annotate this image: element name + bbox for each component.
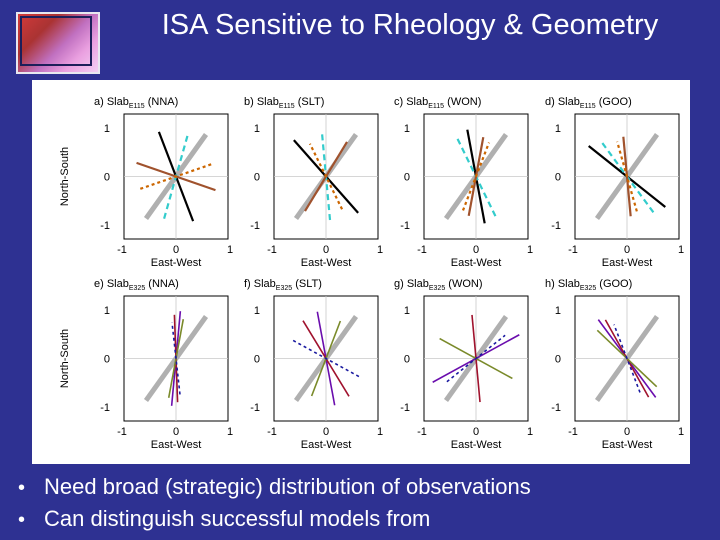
- panel-title: g) SlabE325 (WON): [394, 278, 482, 292]
- stress-axis-line: [308, 143, 344, 210]
- x-tick-label: -1: [568, 426, 578, 438]
- x-axis-label: East-West: [301, 257, 352, 269]
- y-tick-label: 0: [404, 354, 410, 366]
- x-tick-label: 1: [377, 244, 383, 256]
- panel-title: h) SlabE325 (GOO): [545, 278, 632, 292]
- x-axis-label: East-West: [602, 439, 653, 451]
- bullet-dot-icon: •: [18, 509, 26, 531]
- x-tick-label: -1: [267, 426, 277, 438]
- x-tick-label: 1: [527, 426, 533, 438]
- x-tick-label: 1: [227, 244, 233, 256]
- x-tick-label: -1: [568, 244, 578, 256]
- y-tick-label: 0: [254, 172, 260, 184]
- x-axis-label: East-West: [602, 257, 653, 269]
- stress-axis-line: [292, 339, 360, 378]
- stress-axis-line: [461, 142, 491, 211]
- y-tick-label: 0: [555, 172, 561, 184]
- x-tick-label: -1: [417, 426, 427, 438]
- x-tick-label: 0: [473, 426, 479, 438]
- y-tick-label: 1: [254, 123, 260, 135]
- y-tick-label: -1: [250, 402, 260, 414]
- panel-title: b) SlabE115 (SLT): [244, 96, 324, 110]
- x-tick-label: 1: [678, 244, 684, 256]
- bullet-item: • Can distinguish successful models from: [18, 506, 718, 538]
- x-tick-label: -1: [117, 426, 127, 438]
- stress-axis-line: [139, 163, 213, 190]
- y-tick-label: 0: [254, 354, 260, 366]
- panel-title: e) SlabE325 (NNA): [94, 278, 179, 292]
- y-axis-label: North-South: [59, 329, 71, 388]
- slab-model-thumbnail-image: [16, 12, 100, 74]
- y-tick-label: 0: [555, 354, 561, 366]
- x-axis-label: East-West: [451, 257, 502, 269]
- y-tick-label: 1: [104, 305, 110, 317]
- x-axis-label: East-West: [151, 257, 202, 269]
- stress-axis-line: [613, 324, 641, 393]
- x-axis-label: East-West: [151, 439, 202, 451]
- stress-axis-line: [616, 141, 638, 212]
- isa-figure: a) SlabE115 (NNA) 1 0 -1 -1 0 1 East-West North-…: [32, 80, 690, 464]
- y-tick-label: 0: [104, 354, 110, 366]
- y-tick-label: 1: [555, 123, 561, 135]
- x-tick-label: 0: [173, 426, 179, 438]
- y-tick-label: 1: [254, 305, 260, 317]
- panel-title: c) SlabE115 (WON): [394, 96, 481, 110]
- x-tick-label: 1: [377, 426, 383, 438]
- bullet-dot-icon: •: [18, 477, 26, 499]
- y-tick-label: -1: [551, 220, 561, 232]
- x-tick-label: 0: [173, 244, 179, 256]
- y-tick-label: 1: [104, 123, 110, 135]
- y-axis-label: North-South: [59, 147, 71, 206]
- bullet-item: • Need broad (strategic) distribution of…: [18, 474, 718, 506]
- x-tick-label: 0: [473, 244, 479, 256]
- panel-title: a) SlabE115 (NNA): [94, 96, 178, 110]
- x-tick-label: 0: [323, 426, 329, 438]
- x-tick-label: 0: [323, 244, 329, 256]
- y-tick-label: 0: [104, 172, 110, 184]
- x-tick-label: 0: [624, 244, 630, 256]
- x-axis-label: East-West: [301, 439, 352, 451]
- y-tick-label: 1: [404, 305, 410, 317]
- bullet-text: Can distinguish successful models from: [44, 506, 431, 531]
- bullet-list: • Need broad (strategic) distribution of…: [18, 474, 718, 538]
- y-tick-label: 0: [404, 172, 410, 184]
- slide-title: ISA Sensitive to Rheology & Geometry: [161, 9, 659, 41]
- x-tick-label: -1: [267, 244, 277, 256]
- stress-axis-line: [171, 322, 181, 395]
- thumbnail-frame: [20, 16, 92, 66]
- y-tick-label: -1: [250, 220, 260, 232]
- y-tick-label: 1: [555, 305, 561, 317]
- y-tick-label: 1: [404, 123, 410, 135]
- x-tick-label: 0: [624, 426, 630, 438]
- y-tick-label: -1: [551, 402, 561, 414]
- y-tick-label: -1: [400, 220, 410, 232]
- bullet-text: Need broad (strategic) distribution of o…: [44, 474, 531, 499]
- x-tick-label: -1: [117, 244, 127, 256]
- isa-panels-svg: a) SlabE115 (NNA) 1 0 -1 -1 0 1 East-West North-…: [59, 96, 684, 451]
- stress-axis-line: [446, 334, 506, 383]
- x-tick-label: -1: [417, 244, 427, 256]
- y-tick-label: -1: [100, 402, 110, 414]
- x-axis-label: East-West: [451, 439, 502, 451]
- y-tick-label: -1: [400, 402, 410, 414]
- x-tick-label: 1: [227, 426, 233, 438]
- panel-title: d) SlabE115 (GOO): [545, 96, 632, 110]
- panel-title: f) SlabE325 (SLT): [244, 278, 322, 292]
- x-tick-label: 1: [527, 244, 533, 256]
- y-tick-label: -1: [100, 220, 110, 232]
- x-tick-label: 1: [678, 426, 684, 438]
